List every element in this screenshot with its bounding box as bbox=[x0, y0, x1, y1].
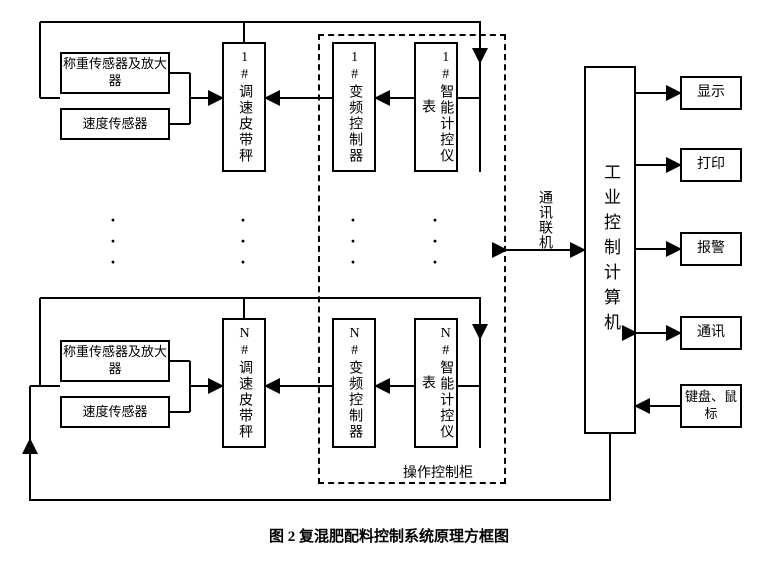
periph-display: 显示 bbox=[680, 76, 742, 110]
ch1-vfd: 1#变频控制器 bbox=[332, 42, 376, 172]
periph-alarm: 报警 bbox=[680, 232, 742, 266]
periph-print: 打印 bbox=[680, 148, 742, 182]
ch1-speed-sensor: 速度传感器 bbox=[60, 108, 170, 140]
periph-comm: 通讯 bbox=[680, 316, 742, 350]
ellipsis-1: ··· bbox=[110, 210, 116, 273]
chN-meter: N#智能计控仪表 bbox=[414, 318, 458, 448]
ch1-weigh-sensor: 称重传感器及放大器 bbox=[60, 52, 170, 94]
ellipsis-4: ··· bbox=[432, 210, 438, 273]
periph-kbmouse: 键盘、鼠标 bbox=[680, 384, 742, 428]
ellipsis-2: ··· bbox=[240, 210, 246, 273]
chN-speed-sensor: 速度传感器 bbox=[60, 396, 170, 428]
comm-link-label: 通讯联机 bbox=[534, 190, 554, 250]
ipc: 工业控制计算机 bbox=[584, 66, 636, 434]
chN-belt-scale: N#调速皮带秤 bbox=[222, 318, 266, 448]
ellipsis-3: ··· bbox=[350, 210, 356, 273]
cabinet-label: 操作控制柜 bbox=[378, 462, 498, 482]
ch1-belt-scale: 1#调速皮带秤 bbox=[222, 42, 266, 172]
chN-weigh-sensor: 称重传感器及放大器 bbox=[60, 340, 170, 382]
ch1-meter: 1#智能计控仪表 bbox=[414, 42, 458, 172]
chN-vfd: N#变频控制器 bbox=[332, 318, 376, 448]
figure-caption: 图 2 复混肥配料控制系统原理方框图 bbox=[0, 525, 778, 546]
